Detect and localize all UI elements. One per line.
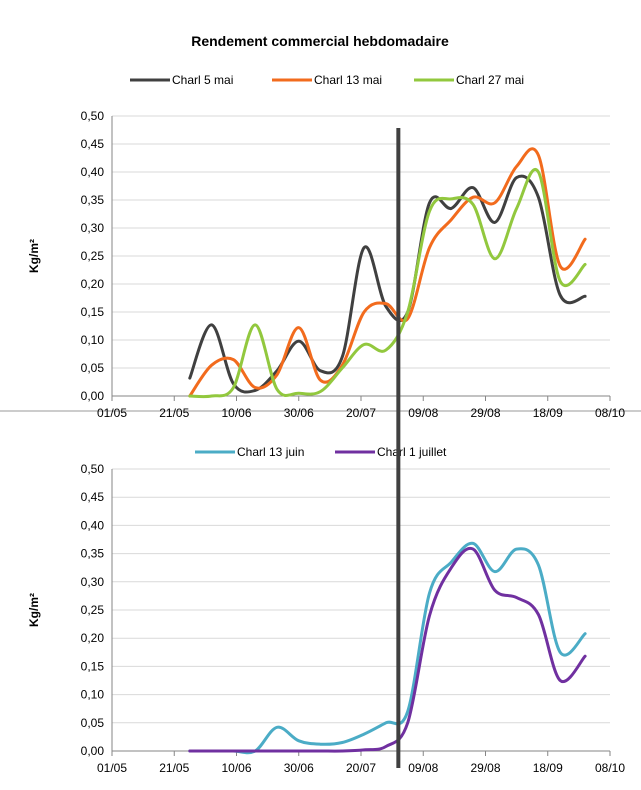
y-tick-label: 0,30 [81,221,105,235]
y-tick-label: 0,45 [81,137,105,151]
y-tick-label: 0,50 [81,462,105,476]
x-tick-label: 09/08 [408,406,438,420]
y-tick-label: 0,15 [81,305,105,319]
x-tick-label: 30/06 [284,406,314,420]
x-tick-label: 30/06 [284,761,314,775]
x-tick-label: 08/10 [595,761,625,775]
y-tick-label: 0,40 [81,518,105,532]
legend-item: Charl 1 juillet [335,445,447,459]
legend-item: Charl 27 mai [414,73,524,87]
x-tick-label: 20/07 [346,761,376,775]
x-tick-label: 18/09 [533,761,563,775]
series-line [188,168,587,399]
y-tick-label: 0,50 [81,109,105,123]
y-tick-label: 0,00 [81,389,105,403]
x-tick-label: 09/08 [408,761,438,775]
x-tick-label: 01/05 [97,761,127,775]
y-tick-label: 0,05 [81,716,105,730]
x-tick-label: 18/09 [533,406,563,420]
x-tick-label: 01/05 [97,406,127,420]
y-tick-label: 0,10 [81,688,105,702]
y-tick-label: 0,20 [81,277,105,291]
chart-title: Rendement commercial hebdomadaire [191,33,449,49]
y-tick-label: 0,15 [81,659,105,673]
y-tick-label: 0,25 [81,603,105,617]
x-tick-label: 20/07 [346,406,376,420]
x-tick-label: 10/06 [221,406,251,420]
y-axis-title: Kg/m² [27,239,41,273]
legend-label: Charl 13 juin [237,445,304,459]
y-tick-label: 0,40 [81,165,105,179]
legend-item: Charl 13 juin [195,445,304,459]
y-tick-label: 0,25 [81,249,105,263]
y-tick-label: 0,35 [81,547,105,561]
chart-panel-top: 0,00 0,05 0,10 0,15 0,20 0,25 0,30 0,35 0,40 0,45… [27,73,625,420]
y-tick-label: 0,35 [81,193,105,207]
x-tick-label: 29/08 [470,406,500,420]
legend-label: Charl 1 juillet [377,445,447,459]
chart-panel-bottom: 0,00 0,05 0,10 0,15 0,20 0,25 0,30 0,35 0,40 0,45… [27,445,625,775]
legend-item: Charl 13 mai [272,73,382,87]
series-line [188,174,587,394]
y-tick-label: 0,20 [81,631,105,645]
legend-label: Charl 13 mai [314,73,382,87]
legend-label: Charl 5 mai [172,73,233,87]
y-tick-label: 0,30 [81,575,105,589]
x-tick-label: 21/05 [159,406,189,420]
series-line [188,546,587,753]
y-tick-label: 0,10 [81,333,105,347]
y-tick-label: 0,05 [81,361,105,375]
y-tick-label: 0,00 [81,744,105,758]
x-tick-label: 29/08 [470,761,500,775]
legend-item: Charl 5 mai [130,73,233,87]
y-axis-title: Kg/m² [27,593,41,627]
x-tick-label: 21/05 [159,761,189,775]
y-tick-label: 0,45 [81,490,105,504]
series-line [188,147,587,398]
legend-label: Charl 27 mai [456,73,524,87]
x-tick-label: 08/10 [595,406,625,420]
x-tick-label: 10/06 [221,761,251,775]
